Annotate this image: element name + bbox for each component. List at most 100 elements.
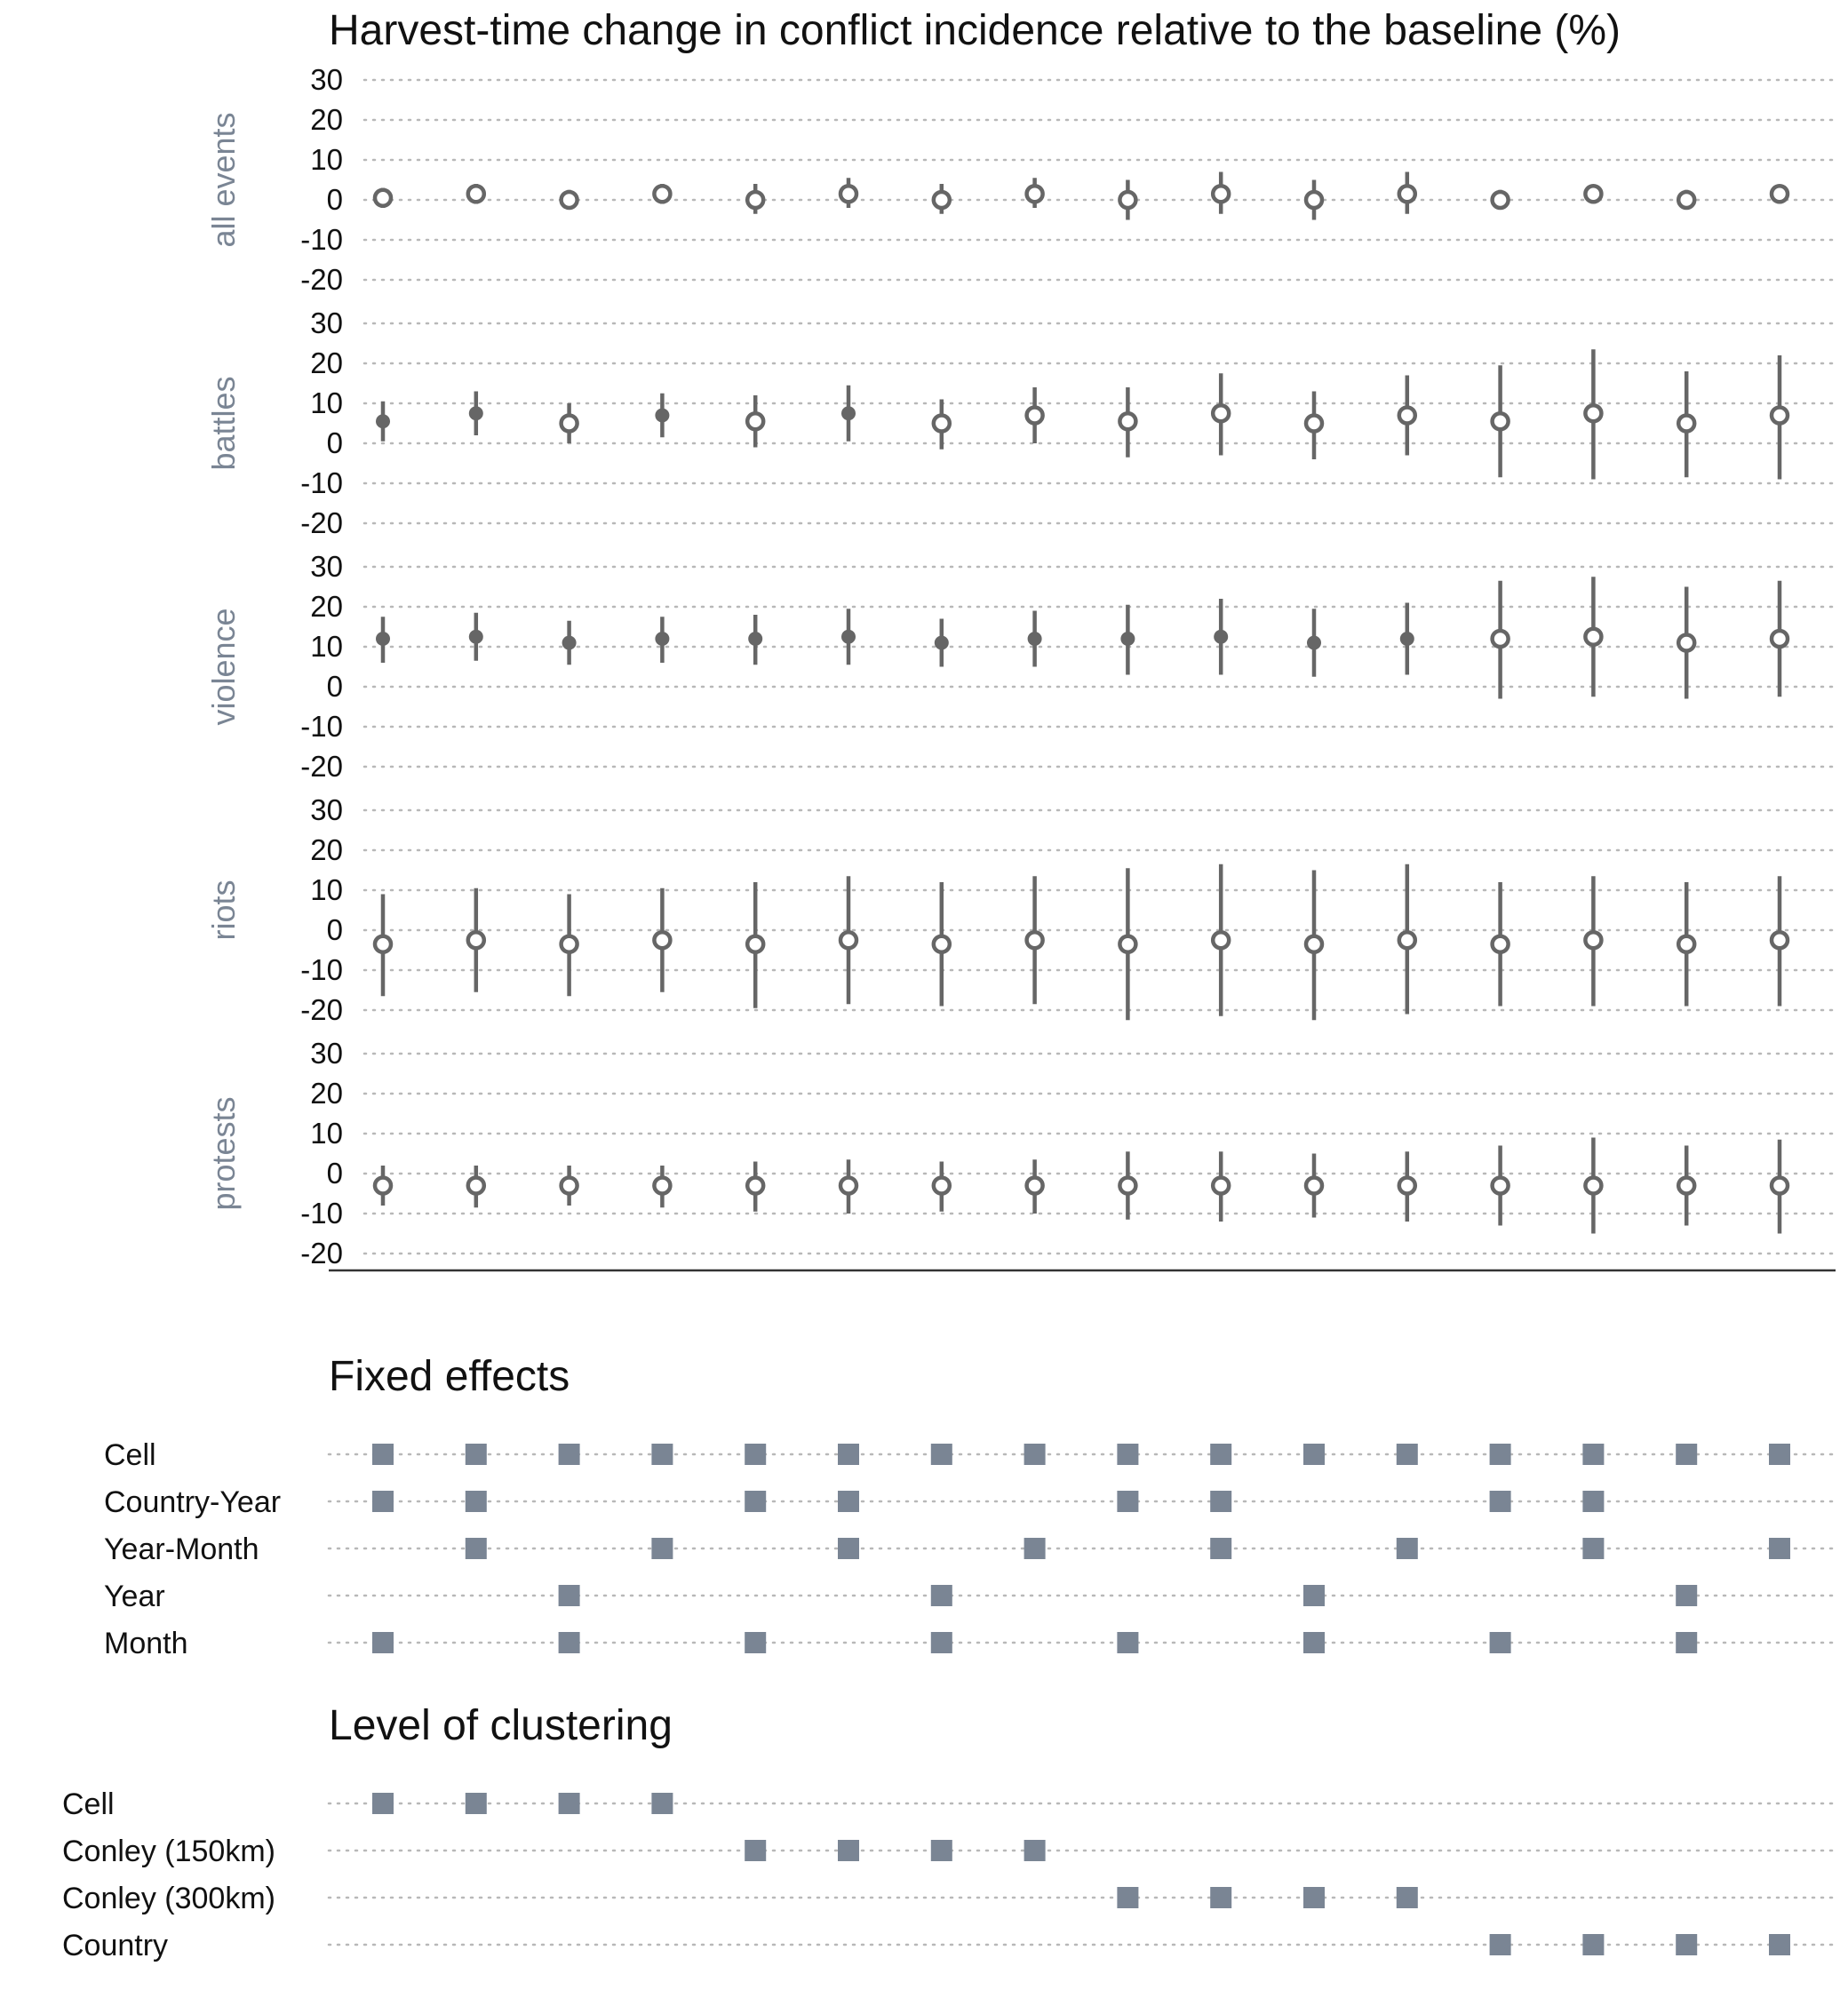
point-estimate — [1303, 189, 1325, 211]
panel-all-events: 30 20 10 0 -10 -20 all events — [205, 63, 1837, 296]
indicator-square — [1676, 1585, 1698, 1606]
fixed-effects-title: Fixed effects — [329, 1353, 570, 1400]
indicator-square — [1117, 1491, 1139, 1512]
y-tick-label: -10 — [300, 710, 343, 743]
row-label: Conley (300km) — [62, 1882, 275, 1915]
point-estimate — [372, 1175, 394, 1196]
point-estimate — [376, 632, 390, 646]
indicator-square — [745, 1632, 767, 1653]
point-estimate — [1583, 626, 1604, 647]
point-estimate — [1120, 632, 1135, 646]
y-tick-label: 30 — [310, 63, 343, 96]
indicator-square — [558, 1793, 580, 1814]
y-tick-label: -10 — [300, 223, 343, 256]
row-label: Conley (150km) — [62, 1835, 275, 1868]
indicator-square — [838, 1538, 859, 1559]
point-estimate — [931, 1175, 952, 1196]
point-estimate — [1769, 628, 1790, 649]
clustering-title: Level of clustering — [329, 1702, 673, 1749]
point-estimate — [652, 1175, 673, 1196]
indicator-square — [1024, 1840, 1046, 1861]
point-estimate — [934, 635, 949, 650]
point-estimate — [1676, 189, 1697, 211]
row-label: Year — [104, 1580, 165, 1613]
point-estimate — [1769, 405, 1790, 426]
indicator-row: Country-Year — [104, 1485, 1837, 1519]
panel-protests: 30 20 10 0 -10 -20 protests — [205, 1037, 1837, 1270]
point-estimate — [1490, 411, 1510, 432]
point-estimate — [1214, 629, 1229, 644]
indicator-square — [1210, 1444, 1232, 1465]
point-estimate — [559, 413, 579, 434]
indicator-square — [1396, 1444, 1418, 1465]
indicator-row: Year — [104, 1580, 1837, 1613]
chart-title: Harvest-time change in conflict incidenc… — [329, 7, 1621, 54]
indicator-square — [372, 1444, 394, 1465]
panel-battles: 30 20 10 0 -10 -20 battles — [205, 306, 1837, 539]
point-estimate — [652, 930, 673, 951]
panel-label: riots — [205, 880, 242, 940]
point-estimate — [1397, 405, 1418, 426]
panel-label: battles — [205, 376, 242, 470]
y-tick-label: -10 — [300, 1197, 343, 1230]
indicator-square — [838, 1444, 859, 1465]
point-estimate — [1397, 184, 1418, 204]
y-tick-label: 0 — [327, 913, 343, 946]
indicator-square — [1582, 1444, 1605, 1465]
indicator-square — [651, 1793, 673, 1814]
indicator-square — [372, 1793, 394, 1814]
indicator-square — [1676, 1632, 1698, 1653]
y-tick-label: 10 — [310, 386, 343, 419]
y-tick-label: 20 — [310, 833, 343, 866]
indicator-square — [1676, 1444, 1698, 1465]
indicator-square — [745, 1444, 767, 1465]
indicator-square — [1676, 1934, 1698, 1955]
indicator-square — [930, 1444, 952, 1465]
indicator-square — [1024, 1538, 1046, 1559]
indicator-square — [930, 1585, 952, 1606]
point-estimate — [838, 184, 859, 204]
y-tick-label: 10 — [310, 873, 343, 906]
point-estimate — [466, 184, 487, 204]
point-estimate — [655, 632, 670, 646]
indicator-square — [372, 1491, 394, 1512]
y-tick-label: 10 — [310, 1117, 343, 1150]
point-estimate — [1676, 413, 1697, 434]
panel-label: protests — [205, 1096, 242, 1210]
fixed-effects-matrix: Cell Country-Year Year-Month Year Month — [104, 1438, 1837, 1660]
estimate-panels: 30 20 10 0 -10 -20 all events 30 20 10 0 -10 -20 batt… — [205, 63, 1837, 1270]
y-tick-label: 20 — [310, 103, 343, 136]
y-tick-label: 30 — [310, 550, 343, 583]
indicator-square — [1489, 1632, 1511, 1653]
indicator-square — [651, 1444, 673, 1465]
point-estimate — [562, 635, 577, 650]
y-tick-label: 0 — [327, 1157, 343, 1190]
indicator-square — [930, 1632, 952, 1653]
point-estimate — [1676, 1175, 1697, 1196]
y-tick-label: -20 — [300, 263, 343, 296]
point-estimate — [1118, 189, 1138, 211]
point-estimate — [1118, 411, 1138, 432]
indicator-square — [1396, 1538, 1418, 1559]
indicator-square — [1210, 1887, 1232, 1908]
panel-riots: 30 20 10 0 -10 -20 riots — [205, 793, 1837, 1026]
point-estimate — [1583, 403, 1604, 424]
point-estimate — [1583, 184, 1604, 204]
indicator-square — [372, 1632, 394, 1653]
indicator-square — [1117, 1444, 1139, 1465]
panel-label: violence — [205, 608, 242, 725]
point-estimate — [1490, 1175, 1510, 1196]
point-estimate — [931, 413, 952, 434]
point-estimate — [841, 629, 856, 644]
point-estimate — [1490, 934, 1510, 954]
point-estimate — [468, 406, 483, 421]
y-tick-label: 30 — [310, 793, 343, 826]
row-label: Country-Year — [104, 1485, 281, 1519]
point-estimate — [559, 934, 579, 954]
indicator-square — [1396, 1887, 1418, 1908]
indicator-square — [1303, 1444, 1325, 1465]
indicator-square — [1489, 1444, 1511, 1465]
row-label: Country — [62, 1929, 168, 1962]
indicator-square — [1117, 1632, 1139, 1653]
point-estimate — [1490, 628, 1510, 649]
